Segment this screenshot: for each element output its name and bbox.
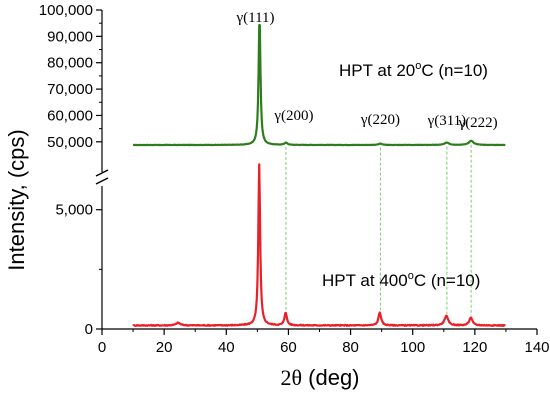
x-tick-label: 80 [342, 339, 359, 356]
x-tick-label: 0 [98, 339, 106, 356]
peak-label: γ(220) [360, 112, 400, 128]
series-labels: HPT at 20oC (n=10) HPT at 400oC (n=10) [322, 60, 488, 290]
axis-break-mark [95, 177, 109, 185]
series-line-upper [132, 24, 506, 147]
y-tick-label: 50,000 [47, 134, 93, 151]
series-lines [132, 24, 506, 327]
peak-label: γ(200) [273, 108, 313, 124]
series-label-lower: HPT at 400oC (n=10) [322, 270, 480, 290]
x-axis-label: 2θ (deg) [280, 365, 359, 390]
peak-label: γ(311) [427, 113, 467, 129]
peak-guide-lines [285, 144, 472, 316]
x-tick-label: 40 [218, 339, 235, 356]
x-tick-label: 100 [400, 339, 425, 356]
peak-label: γ(222) [458, 115, 498, 131]
peak-labels: γ(111) γ(200) γ(220) γ(311)γ(222) [236, 10, 498, 131]
x-tick-label: 60 [280, 339, 297, 356]
y-tick-label: 70,000 [47, 81, 93, 98]
series-label-upper: HPT at 20oC (n=10) [339, 60, 488, 80]
y-tick-label: 80,000 [47, 55, 93, 72]
series-line-lower [132, 163, 506, 327]
x-tick-label: 120 [462, 339, 487, 356]
y-tick-label: 100,000 [39, 2, 93, 19]
x-tick-label: 20 [156, 339, 173, 356]
peak-label: γ(111) [236, 10, 275, 26]
y-tick-label: 60,000 [47, 107, 93, 124]
axes: 0 20 40 60 80 100 120 140 50,000 60,000 70,000 80,0… [39, 2, 550, 356]
y-tick-label: 5,000 [55, 202, 93, 219]
y-tick-label: 90,000 [47, 28, 93, 45]
axis-break-mark [95, 169, 109, 177]
y-axis-label: Intensity, (cps) [4, 129, 29, 270]
y-tick-label: 0 [85, 321, 93, 338]
x-tick-label: 140 [524, 339, 549, 356]
